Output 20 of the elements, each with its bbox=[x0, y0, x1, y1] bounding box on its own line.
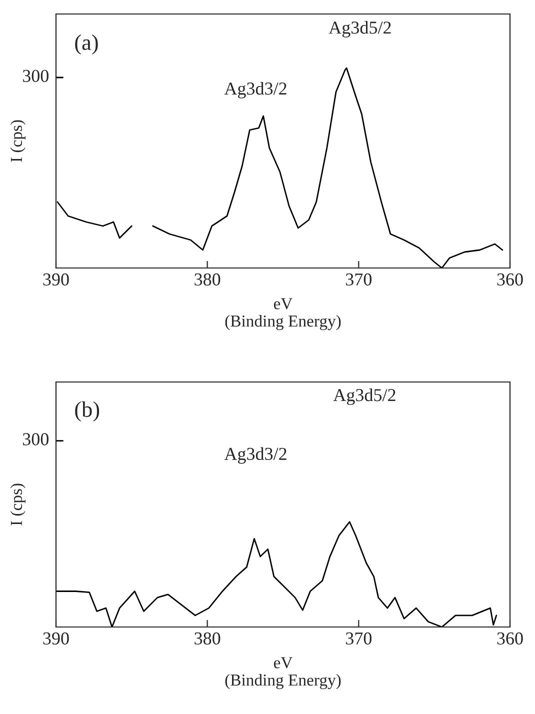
y-axis-title: I (cps) bbox=[10, 484, 26, 526]
text: 300 bbox=[22, 70, 48, 82]
x-axis-title: eV (Binding Energy) bbox=[225, 298, 341, 330]
text: 300 bbox=[22, 433, 48, 446]
x-tick-label: 380 bbox=[194, 273, 220, 286]
x-tick-label: 370 bbox=[346, 273, 372, 286]
text: Ag3d5/2 bbox=[333, 388, 396, 405]
x-tick-label: 390 bbox=[43, 273, 69, 286]
text: (a) bbox=[75, 34, 98, 55]
text: Ag3d3/2 bbox=[224, 447, 286, 464]
x-tick-label: 380 bbox=[194, 632, 220, 645]
text: (b) bbox=[75, 401, 100, 422]
y-axis-title: I (cps) bbox=[10, 120, 26, 162]
x-tick-label: 370 bbox=[346, 632, 372, 645]
x-tick-label: 360 bbox=[497, 273, 523, 286]
annotation: Ag3d3/2 bbox=[224, 82, 286, 98]
x-axis-title: eV (Binding Energy) bbox=[225, 657, 341, 690]
x-tick-label: 360 bbox=[497, 632, 523, 645]
x-tick-label: 390 bbox=[43, 632, 69, 645]
text: Ag3d5/2 bbox=[328, 21, 391, 38]
